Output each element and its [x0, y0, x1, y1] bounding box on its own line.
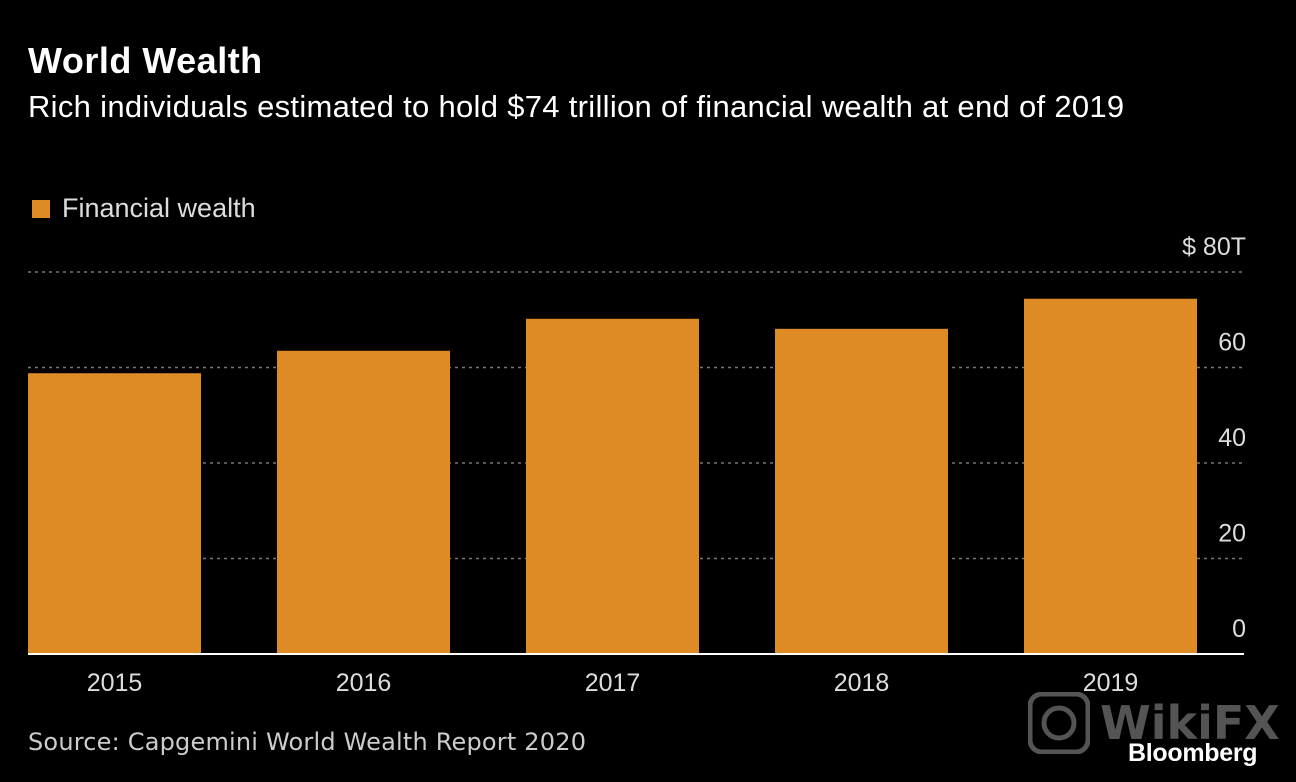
- watermark-logo-icon: [1028, 692, 1090, 754]
- watermark: WikiFX: [1028, 692, 1280, 754]
- x-tick-label: 2015: [87, 669, 143, 697]
- source-note: Source: Capgemini World Wealth Report 20…: [28, 728, 587, 756]
- y-tick-label: 60: [1218, 329, 1246, 357]
- legend-swatch: [32, 199, 50, 218]
- x-tick-label: 2019: [1083, 669, 1139, 697]
- chart-title: World Wealth: [28, 40, 263, 81]
- y-tick-label: 0: [1232, 615, 1246, 643]
- chart-subtitle: Rich individuals estimated to hold $74 t…: [28, 89, 1125, 124]
- legend-label: Financial wealth: [62, 193, 256, 223]
- watermark-text: WikiFX: [1100, 696, 1280, 750]
- bar: [526, 318, 699, 654]
- label-layer: 0 20 40 60 $ 80T 2015 2016 2017 2018 2019: [87, 233, 1246, 697]
- x-tick-label: 2017: [585, 669, 641, 697]
- x-tick-label: 2018: [834, 669, 890, 697]
- y-tick-label: $ 80T: [1182, 233, 1246, 261]
- bar-layer: [28, 298, 1197, 654]
- bar: [775, 328, 948, 654]
- y-tick-label: 40: [1218, 424, 1246, 452]
- bar: [277, 350, 450, 654]
- y-tick-label: 20: [1218, 520, 1246, 548]
- x-tick-label: 2016: [336, 669, 392, 697]
- brand-logo: Bloomberg: [1128, 739, 1258, 767]
- bar: [1024, 298, 1197, 654]
- legend: Financial wealth: [32, 193, 256, 224]
- bar: [28, 373, 201, 654]
